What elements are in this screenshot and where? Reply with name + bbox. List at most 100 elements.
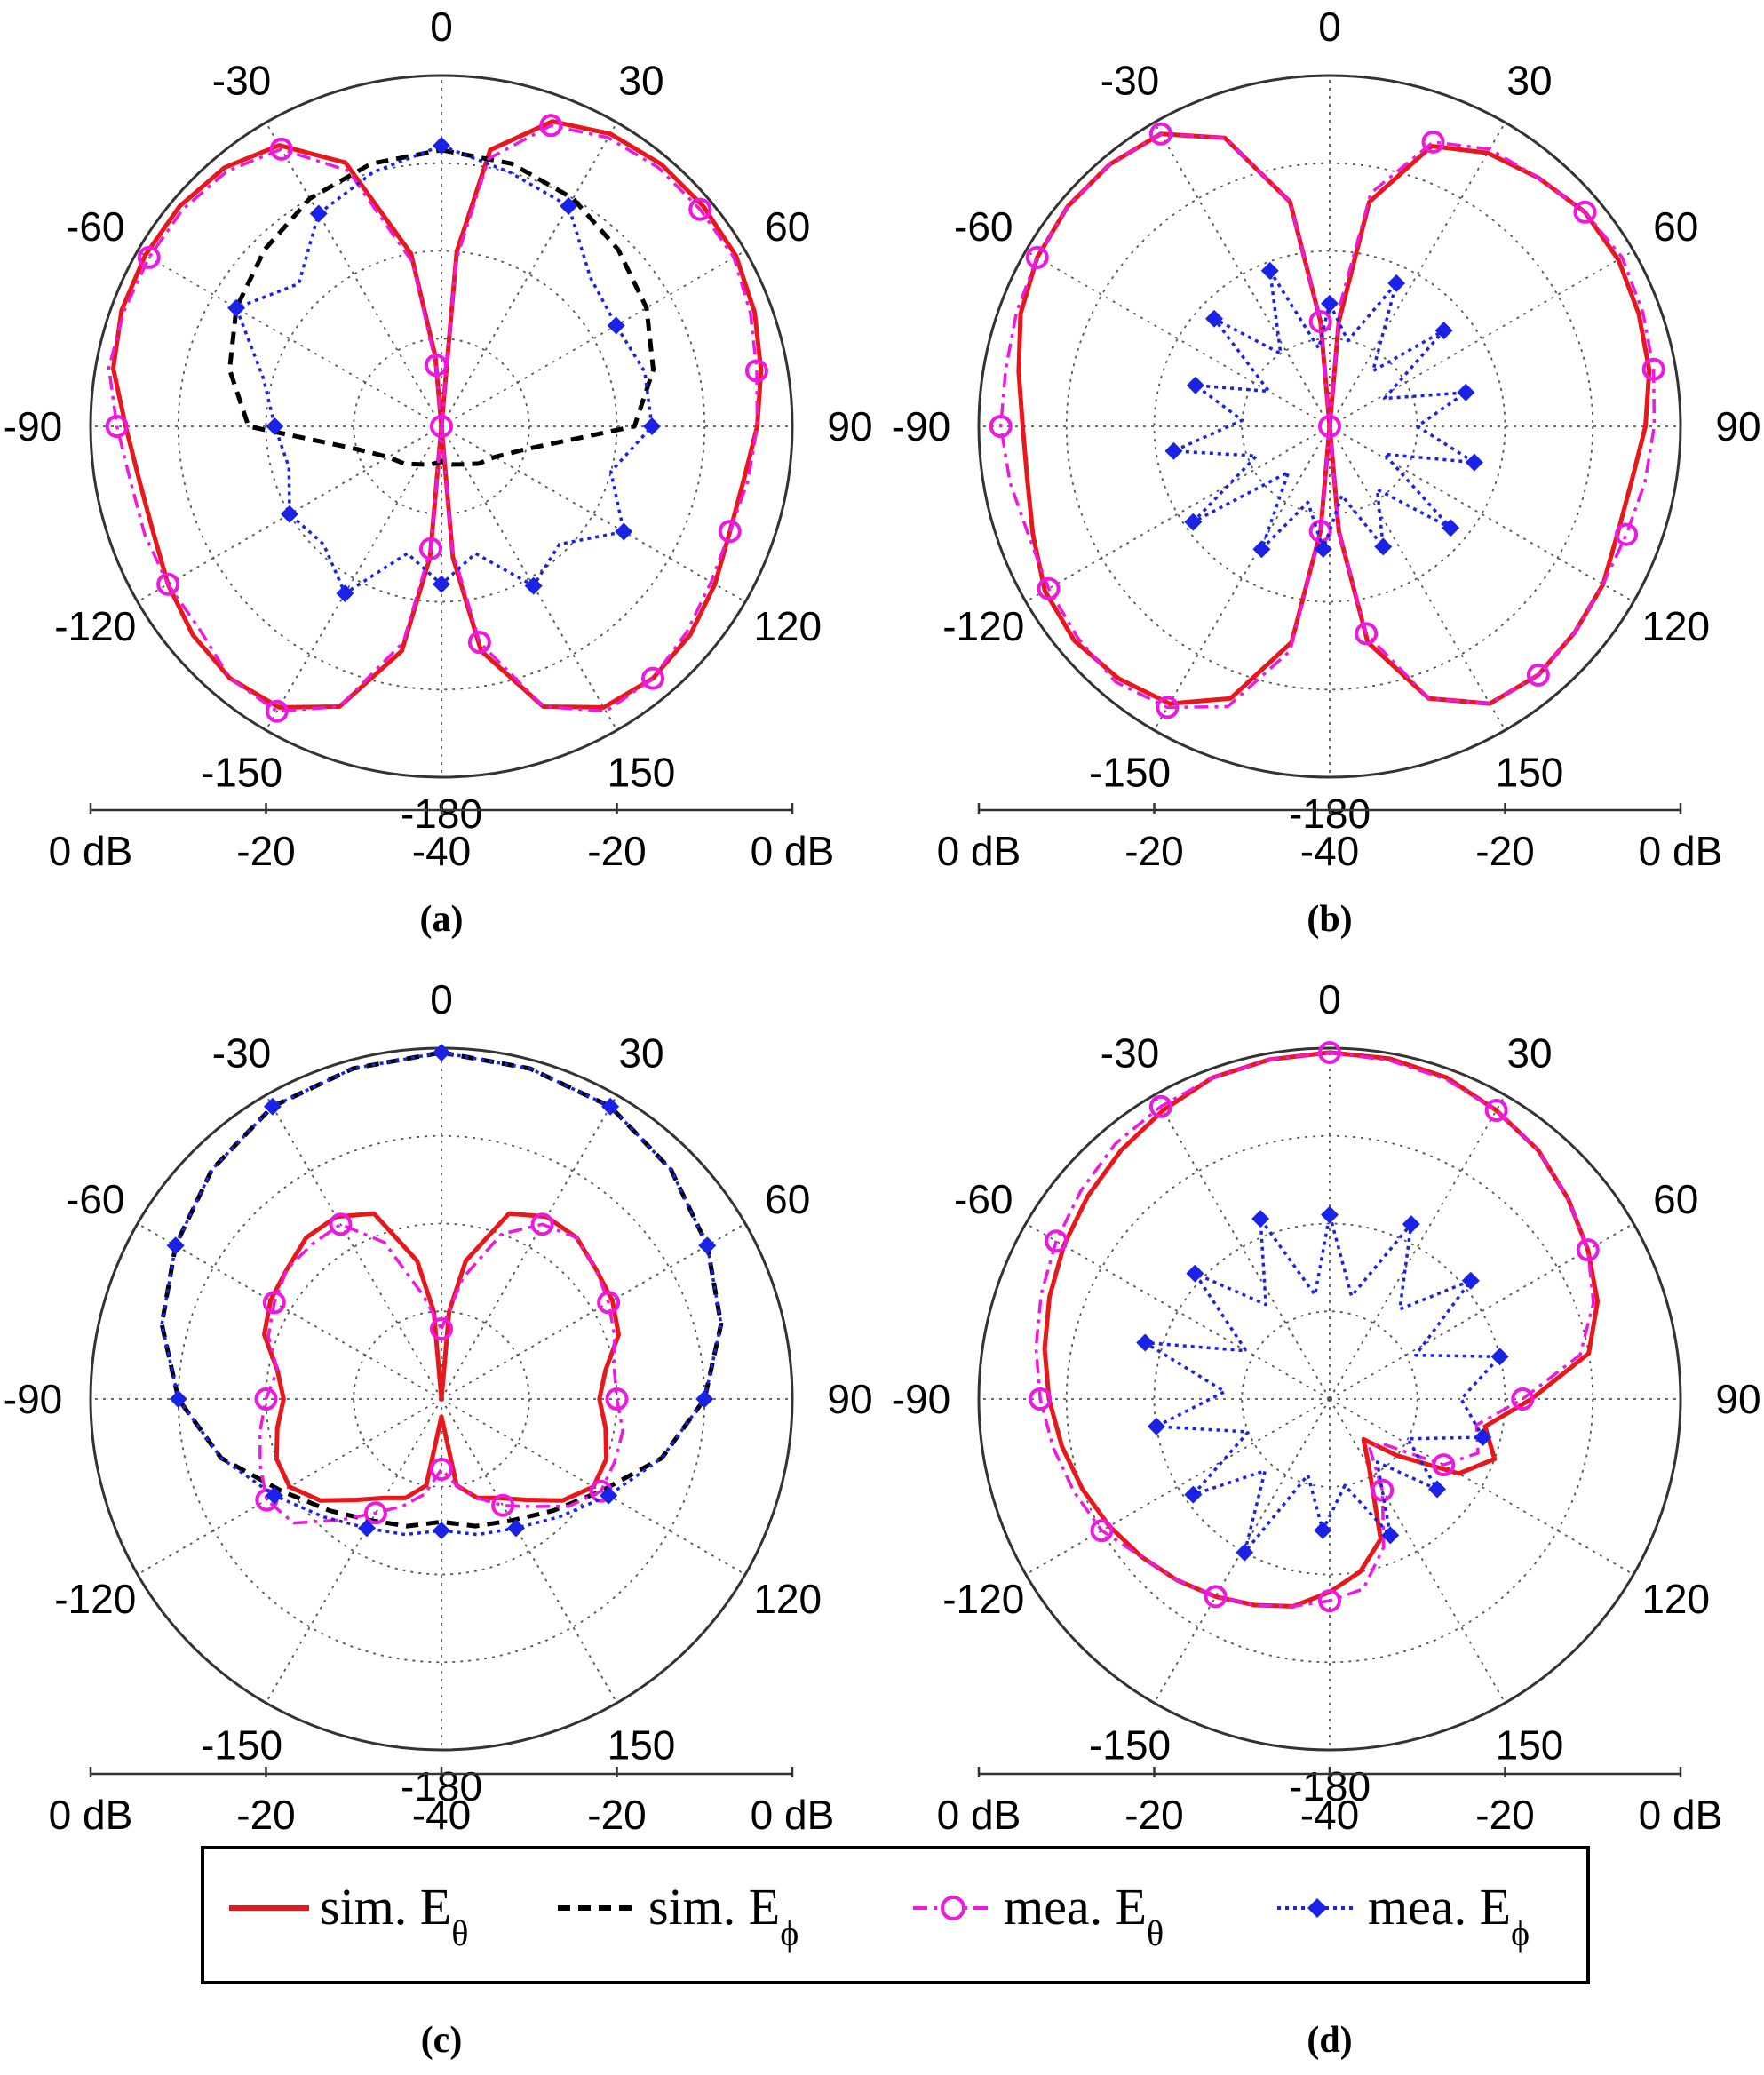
angle-tick-label: 120: [1641, 1576, 1710, 1622]
series-mea--e-: [1029, 1040, 1600, 1613]
angle-tick-label: 30: [618, 57, 663, 103]
angle-tick-label: 150: [608, 1722, 676, 1769]
outer-ring: [977, 74, 1682, 779]
grid-spoke: [441, 1222, 746, 1400]
angle-tick-label: 60: [765, 1176, 810, 1222]
angle-tick-label: 90: [1715, 1376, 1760, 1422]
data-point-diamond: [1428, 1480, 1447, 1499]
data-point-circle: [641, 666, 665, 690]
data-point-diamond: [1164, 441, 1183, 460]
scale-tick-label: -20: [236, 1792, 295, 1838]
data-point-circle: [269, 137, 293, 161]
data-point-diamond: [1387, 274, 1406, 292]
data-point-diamond: [1236, 1543, 1254, 1562]
data-point-diamond: [1205, 309, 1224, 328]
data-point-circle: [1090, 1519, 1114, 1543]
angle-tick-label: 120: [753, 1576, 822, 1622]
series-mea--e-: [160, 1043, 723, 1540]
data-point-circle: [989, 415, 1013, 438]
angle-tick-label: -60: [66, 1176, 124, 1222]
series-mea--e-: [989, 122, 1665, 719]
data-point-diamond: [263, 1097, 282, 1116]
grid-spoke: [441, 1398, 618, 1704]
legend-box: [201, 1846, 1590, 1984]
series-line: [1034, 1051, 1595, 1609]
data-point-circle: [1148, 122, 1172, 146]
grid-spoke: [441, 122, 618, 427]
grid-spoke: [265, 122, 442, 427]
outer-ring: [977, 1046, 1682, 1752]
grid-spoke: [137, 425, 442, 603]
angle-tick-label: -60: [954, 203, 1013, 250]
data-point-circle: [363, 1501, 387, 1525]
data-point-circle: [1355, 622, 1379, 646]
grid-spoke: [1153, 425, 1331, 731]
polar-grid: [979, 76, 1681, 777]
data-point-diamond: [1186, 1264, 1204, 1283]
grid-spoke: [441, 1094, 618, 1400]
data-point-diamond: [1314, 540, 1332, 559]
data-point-diamond: [615, 522, 633, 541]
radial-scale: 0 dB -20 -40 -20 0 dB: [49, 1767, 834, 1838]
grid-spoke: [1329, 1398, 1634, 1576]
grid-spoke: [1329, 1398, 1506, 1704]
series-line: [107, 123, 759, 713]
angle-tick-label: 150: [1496, 1722, 1564, 1769]
data-point-diamond: [1314, 1521, 1332, 1539]
data-point-circle: [430, 1317, 453, 1340]
angle-tick-label: 0: [430, 976, 453, 1022]
series-line: [227, 147, 656, 467]
data-point-diamond: [1184, 1485, 1203, 1504]
data-point-diamond: [600, 1486, 618, 1505]
data-point-circle: [1573, 200, 1597, 224]
data-point-diamond: [643, 417, 661, 435]
grid-spoke: [1329, 425, 1506, 731]
grid-spoke: [441, 1398, 746, 1576]
series-line: [111, 119, 764, 710]
data-point-circle: [156, 572, 180, 596]
data-point-diamond: [1442, 519, 1460, 537]
data-point-diamond: [1136, 1333, 1155, 1352]
scale-tick-label: -40: [412, 828, 471, 874]
grid-spoke: [1329, 1222, 1634, 1400]
grid-spoke: [1025, 1398, 1331, 1576]
data-point-diamond: [1457, 383, 1475, 401]
data-point-diamond: [1474, 1428, 1492, 1447]
panel-caption: (d): [1307, 2020, 1352, 2061]
data-point-circle: [1421, 130, 1445, 154]
data-point-circle: [1029, 1387, 1053, 1411]
angle-tick-label: -150: [1089, 750, 1171, 796]
angle-tick-label: 30: [618, 1030, 663, 1076]
scale-tick-label: 0 dB: [49, 1792, 133, 1838]
grid-spoke: [1025, 1222, 1331, 1400]
angle-tick-label: -90: [4, 1376, 62, 1422]
scale-tick-label: 0 dB: [937, 1792, 1021, 1838]
data-point-circle: [1526, 663, 1550, 687]
series-line: [258, 1222, 624, 1525]
data-point-diamond: [1402, 1215, 1420, 1234]
scale-tick-label: 0 dB: [937, 828, 1021, 874]
scale-tick-label: 0 dB: [49, 828, 133, 874]
data-point-circle: [418, 537, 442, 560]
data-point-circle: [1641, 357, 1665, 381]
grid-spoke: [1153, 122, 1331, 427]
angle-tick-label: -90: [4, 403, 62, 449]
data-point-diamond: [166, 1236, 185, 1255]
data-point-circle: [1318, 1040, 1341, 1064]
grid-spoke: [1329, 122, 1506, 427]
data-point-diamond: [607, 316, 625, 335]
legend-subscript: θ: [451, 1913, 468, 1953]
data-point-diamond: [433, 1522, 450, 1540]
data-point-diamond: [280, 505, 298, 523]
data-point-diamond: [433, 575, 450, 593]
data-point-diamond: [227, 298, 246, 317]
angle-tick-label: 60: [1653, 203, 1698, 250]
data-point-circle: [1484, 1099, 1508, 1123]
data-point-circle: [430, 415, 453, 438]
grid-spoke: [137, 250, 442, 427]
grid-ring: [353, 338, 530, 515]
data-point-circle: [605, 1387, 629, 1411]
angle-tick-label: -30: [1101, 1030, 1159, 1076]
